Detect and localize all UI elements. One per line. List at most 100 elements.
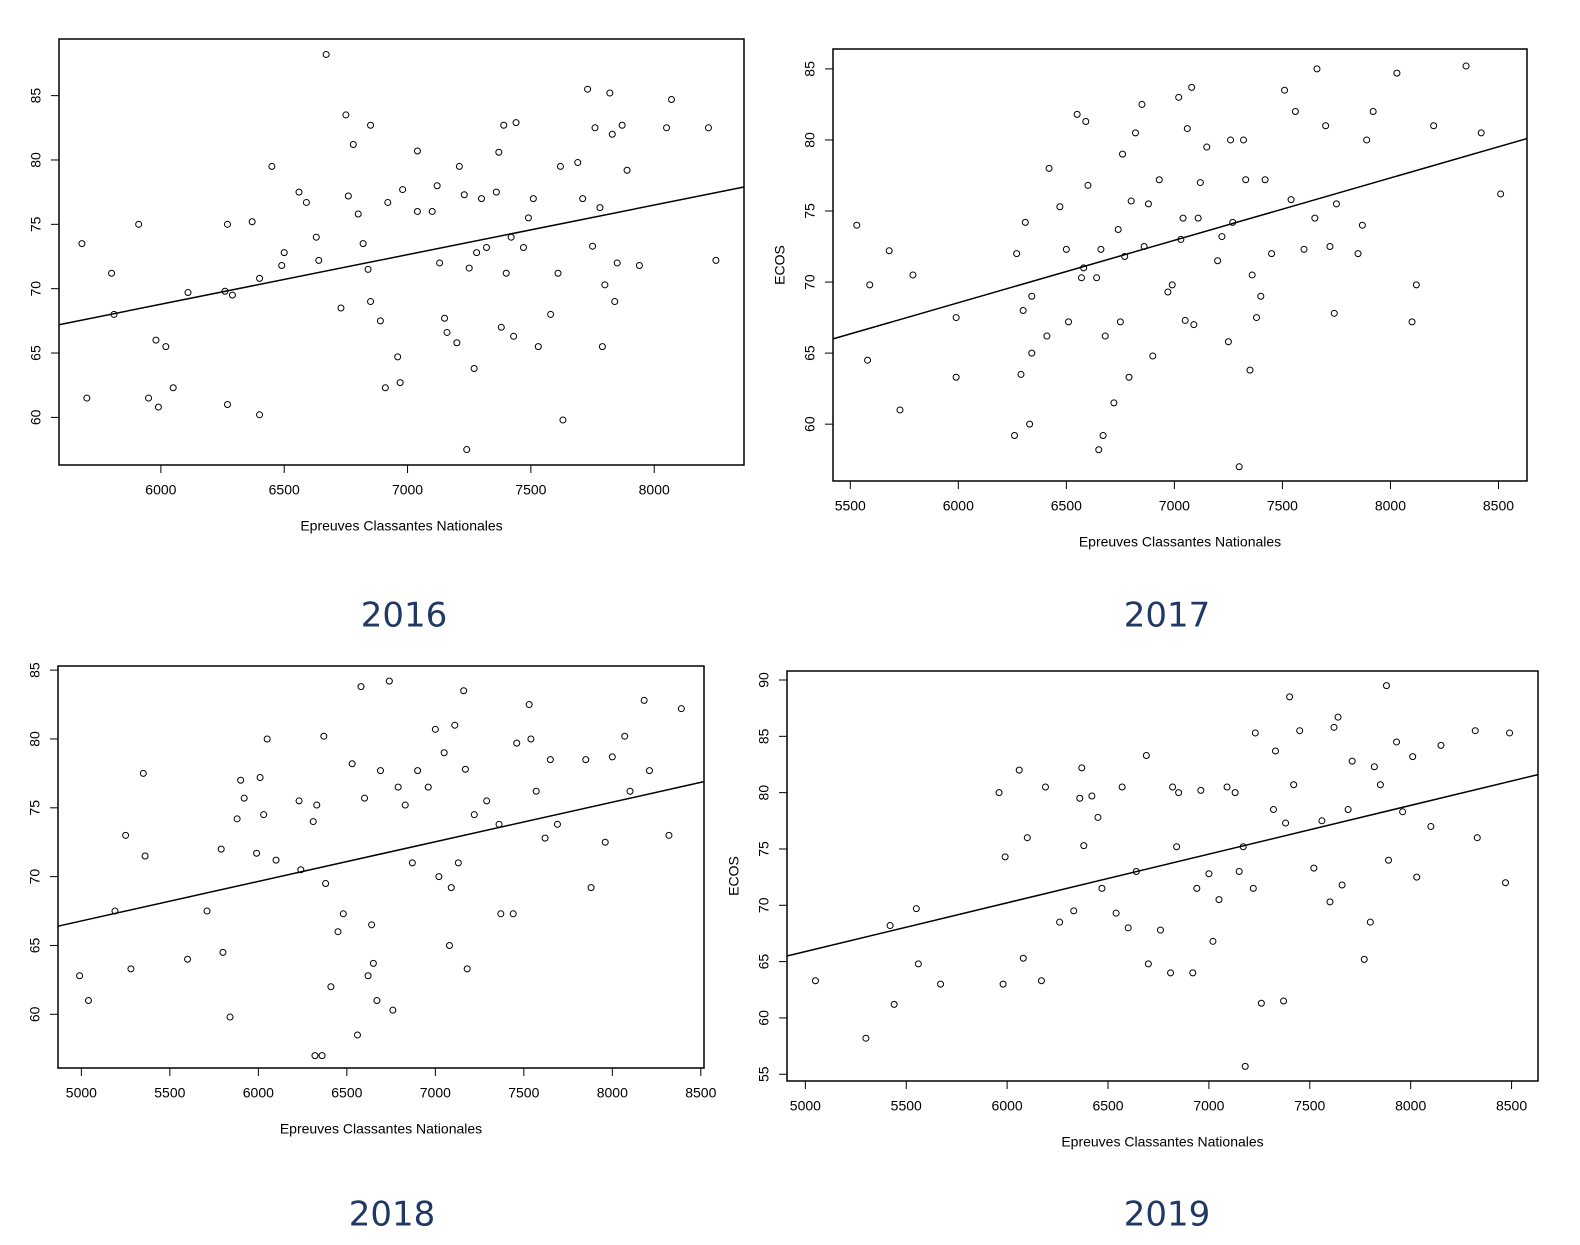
panel-caption: 2017	[1124, 596, 1211, 636]
point	[483, 797, 491, 805]
point	[598, 343, 606, 351]
point	[364, 265, 372, 273]
point	[408, 859, 416, 867]
point	[396, 379, 404, 387]
point	[1190, 321, 1198, 329]
point	[344, 192, 352, 200]
point	[1077, 274, 1085, 282]
point	[999, 980, 1007, 988]
point	[76, 972, 84, 980]
point	[1098, 884, 1106, 892]
y-tick-label: 75	[756, 841, 772, 857]
y-tick-label: 80	[28, 152, 44, 168]
point	[1399, 808, 1407, 816]
point	[348, 760, 356, 768]
point	[1269, 806, 1277, 814]
x-axis-label: Epreuves Classantes Nationales	[1061, 1134, 1263, 1150]
point	[952, 314, 960, 322]
x-tick-label: 6000	[145, 482, 176, 498]
point	[436, 259, 444, 267]
x-tick-label: 8000	[1375, 498, 1406, 514]
point	[367, 121, 375, 129]
point	[256, 274, 264, 282]
point	[162, 343, 170, 351]
point	[368, 921, 376, 929]
point	[1330, 309, 1338, 317]
point	[1240, 136, 1248, 144]
point	[608, 753, 616, 761]
y-tick-label: 75	[28, 216, 44, 232]
x-axis-label: Epreuves Classantes Nationales	[300, 518, 502, 534]
point	[1366, 918, 1374, 926]
point	[1119, 150, 1127, 158]
point	[1205, 870, 1213, 878]
point	[1477, 129, 1485, 137]
point	[952, 373, 960, 381]
fit-line	[832, 137, 1528, 340]
point	[1358, 221, 1366, 229]
point	[1114, 225, 1122, 233]
point	[1344, 806, 1352, 814]
point	[1078, 764, 1086, 772]
point	[1393, 738, 1401, 746]
point	[361, 794, 369, 802]
point	[385, 677, 393, 685]
point	[135, 220, 143, 228]
point	[354, 210, 362, 218]
point	[1506, 729, 1514, 737]
y-tick-label: 65	[28, 345, 44, 361]
point	[556, 162, 564, 170]
point	[914, 960, 922, 968]
point	[1242, 176, 1250, 184]
point	[559, 416, 567, 424]
point	[1430, 122, 1438, 130]
point	[1311, 214, 1319, 222]
point	[618, 121, 626, 129]
point	[1257, 292, 1265, 300]
point	[613, 259, 621, 267]
point	[1322, 122, 1330, 130]
point	[640, 696, 648, 704]
point	[253, 849, 261, 857]
point	[1369, 108, 1377, 116]
point	[1019, 306, 1027, 314]
point	[1056, 918, 1064, 926]
point	[1037, 977, 1045, 985]
point	[1214, 257, 1222, 265]
point	[626, 787, 634, 795]
point	[473, 249, 481, 257]
point	[443, 328, 451, 336]
point	[623, 166, 631, 174]
point	[401, 801, 409, 809]
x-tick-label: 6500	[269, 482, 300, 498]
y-tick-label: 80	[756, 785, 772, 801]
point	[1300, 245, 1308, 253]
point	[460, 687, 468, 695]
point	[1268, 250, 1276, 258]
point	[587, 884, 595, 892]
y-tick-label: 70	[28, 281, 44, 297]
point	[272, 856, 280, 864]
point	[1241, 1062, 1249, 1070]
point	[455, 162, 463, 170]
point	[1041, 783, 1049, 791]
point	[909, 271, 917, 279]
point	[431, 725, 439, 733]
point	[896, 406, 904, 414]
point	[1019, 954, 1027, 962]
point	[376, 767, 384, 775]
point	[1412, 281, 1420, 289]
point	[1271, 747, 1279, 755]
point	[465, 264, 473, 272]
plot-frame	[57, 665, 705, 1069]
point	[339, 910, 347, 918]
point	[1252, 314, 1260, 322]
point	[1188, 83, 1196, 91]
point	[1471, 727, 1479, 735]
point	[1070, 907, 1078, 915]
y-tick-label: 65	[27, 937, 43, 953]
point	[447, 884, 455, 892]
point	[995, 789, 1003, 797]
point	[248, 218, 256, 226]
